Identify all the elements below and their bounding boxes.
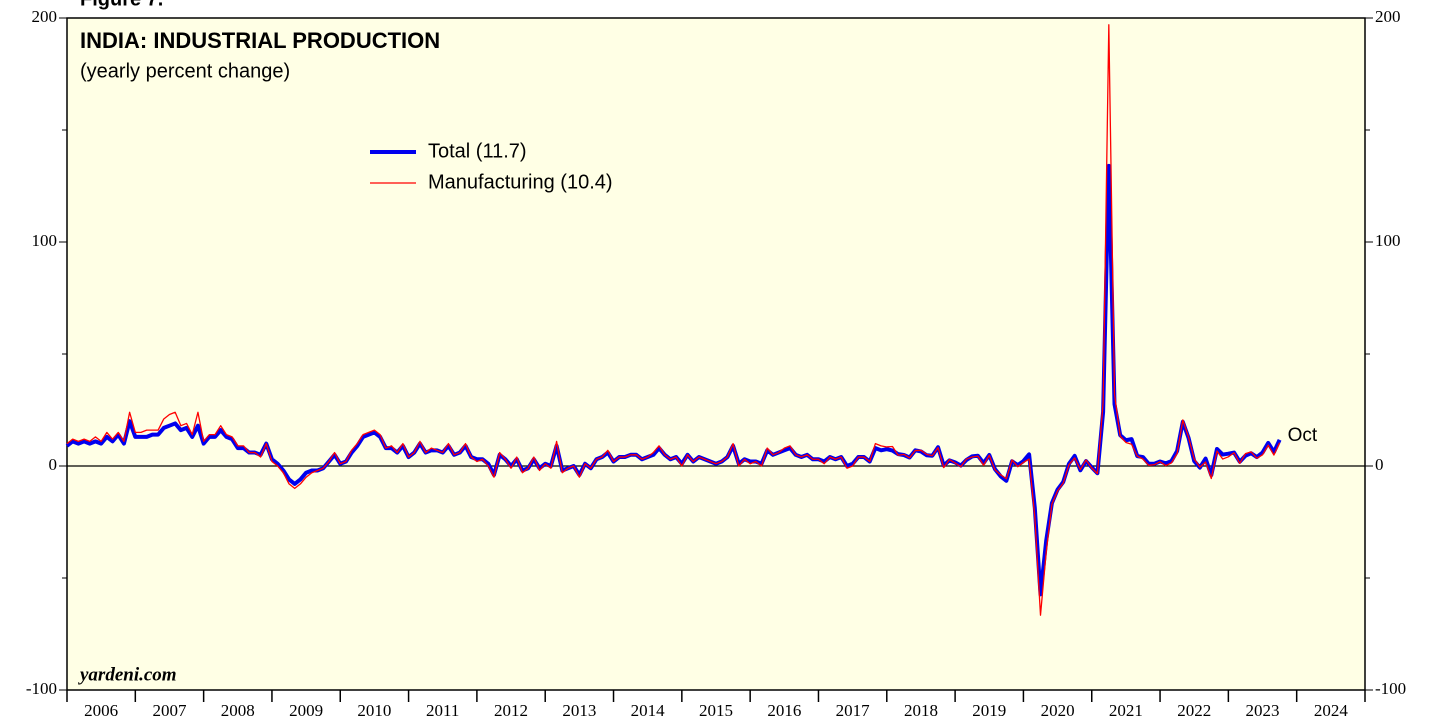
x-tick-label: 2008	[221, 701, 255, 720]
x-tick-label: 2014	[631, 701, 666, 720]
x-tick-label: 2018	[904, 701, 938, 720]
x-tick-label: 2010	[357, 701, 391, 720]
x-tick-label: 2024	[1314, 701, 1349, 720]
x-tick-label: 2016	[767, 701, 801, 720]
x-tick-label: 2009	[289, 701, 323, 720]
x-tick-label: 2007	[152, 701, 187, 720]
y2-tick-label: 0	[1375, 455, 1384, 474]
x-tick-label: 2013	[562, 701, 596, 720]
series-line	[66, 24, 1281, 616]
figure-label: Figure 7.	[80, 0, 163, 10]
x-tick-label: 2022	[1177, 701, 1211, 720]
y-tick-label: -100	[26, 679, 57, 698]
y-tick-label: 200	[32, 7, 58, 26]
x-tick-label: 2020	[1041, 701, 1075, 720]
x-tick-label: 2023	[1246, 701, 1280, 720]
legend-label: Manufacturing (10.4)	[428, 171, 613, 193]
y-tick-label: 0	[49, 455, 58, 474]
y2-tick-label: -100	[1375, 679, 1406, 698]
plot-area	[66, 17, 1366, 691]
source: yardeni.com	[78, 664, 177, 685]
x-tick-label: 2011	[426, 701, 459, 720]
chart-title: INDIA: INDUSTRIAL PRODUCTION	[80, 28, 440, 53]
x-tick-label: 2019	[972, 701, 1006, 720]
legend-label: Total (11.7)	[428, 140, 527, 162]
y-tick-label: 100	[32, 231, 58, 250]
x-tick-label: 2006	[84, 701, 118, 720]
x-tick-label: 2012	[494, 701, 528, 720]
chart-subtitle: (yearly percent change)	[80, 60, 290, 82]
x-tick-label: 2017	[836, 701, 871, 720]
y2-tick-label: 100	[1375, 231, 1401, 250]
x-tick-label: 2021	[1109, 701, 1143, 720]
y2-tick-label: 200	[1375, 7, 1401, 26]
end-label: Oct	[1288, 425, 1318, 446]
x-tick-label: 2015	[699, 701, 733, 720]
